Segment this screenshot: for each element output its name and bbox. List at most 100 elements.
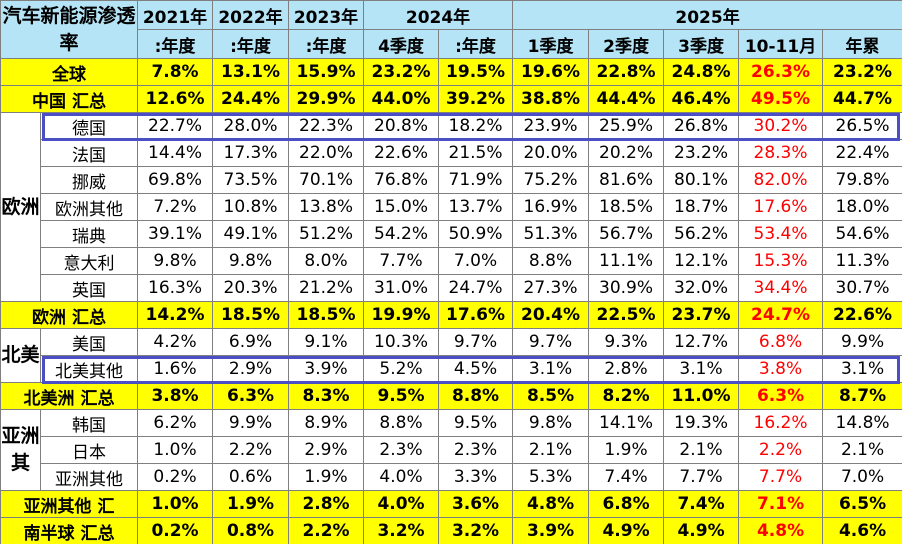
value-cell: 4.0% [363, 490, 440, 518]
value-cell: 1.0% [137, 490, 214, 518]
value-cell: 39.2% [438, 85, 514, 113]
value-cell: 7.7% [663, 463, 740, 491]
value-cell: 5.2% [363, 355, 440, 383]
value-cell: 51.2% [288, 220, 365, 248]
value-cell: 25.9% [588, 112, 665, 140]
value-cell: 2.1% [822, 436, 902, 464]
group-label: 北美 [0, 328, 41, 383]
table-title: 汽车新能源渗透率 [0, 0, 139, 59]
value-cell: 4.9% [663, 517, 740, 544]
value-cell: 9.3% [588, 328, 665, 356]
value-cell: 11.3% [822, 247, 902, 275]
period-header: 10-11月 [738, 29, 824, 59]
value-cell: 18.5% [588, 193, 665, 221]
value-cell: 9.8% [137, 247, 214, 275]
value-cell: 4.8% [738, 517, 824, 544]
value-cell: 2.2% [738, 436, 824, 464]
year-header: 2022年 [212, 0, 290, 30]
year-header: 2024年 [363, 0, 514, 30]
value-cell: 3.9% [512, 517, 590, 544]
table-row: 全球 7.8% 13.1% 15.9% 23.2% 19.5% 19.6% 22.8% 24.8… [0, 58, 902, 86]
value-cell: 11.0% [663, 382, 740, 410]
value-cell: 2.8% [588, 355, 665, 383]
table-row: 日本 1.0% 2.2% 2.9% 2.3% 2.3% 2.1% 1.9% 2.1% 2.2% 2.… [1, 436, 902, 464]
value-cell: 49.1% [212, 220, 290, 248]
value-cell: 6.8% [588, 490, 665, 518]
value-cell: 56.7% [588, 220, 665, 248]
value-cell: 28.3% [738, 139, 824, 167]
value-cell: 1.0% [137, 436, 214, 464]
value-cell: 0.8% [212, 517, 290, 544]
period-header: 3季度 [663, 29, 740, 59]
value-cell: 16.3% [137, 274, 214, 302]
row-label: 欧洲其他 [39, 193, 139, 221]
value-cell: 21.2% [288, 274, 365, 302]
value-cell: 16.9% [512, 193, 590, 221]
value-cell: 3.9% [288, 355, 365, 383]
value-cell: 4.9% [588, 517, 665, 544]
value-cell: 2.9% [212, 355, 290, 383]
value-cell: 34.4% [738, 274, 824, 302]
value-cell: 7.4% [663, 490, 740, 518]
value-cell: 9.5% [438, 409, 514, 437]
value-cell: 46.4% [663, 85, 740, 113]
value-cell: 38.8% [512, 85, 590, 113]
value-cell: 31.0% [363, 274, 440, 302]
value-cell: 51.3% [512, 220, 590, 248]
value-cell: 22.0% [288, 139, 365, 167]
value-cell: 44.4% [588, 85, 665, 113]
value-cell: 14.1% [588, 409, 665, 437]
value-cell: 22.5% [588, 301, 665, 329]
value-cell: 18.5% [212, 301, 290, 329]
value-cell: 3.1% [663, 355, 740, 383]
value-cell: 8.8% [438, 382, 514, 410]
row-label: 日本 [39, 436, 139, 464]
value-cell: 75.2% [512, 166, 590, 194]
table-row: 英国 16.3% 20.3% 21.2% 31.0% 24.7% 27.3% 30.9% 32.… [1, 274, 902, 302]
value-cell: 16.2% [738, 409, 824, 437]
table-row: 瑞典 39.1% 49.1% 51.2% 54.2% 50.9% 51.3% 56.7% 56.… [1, 220, 902, 248]
value-cell: 3.1% [512, 355, 590, 383]
table-row: 法国 14.4% 17.3% 22.0% 22.6% 21.5% 20.0% 20.2% 23.… [1, 139, 902, 167]
value-cell: 9.8% [212, 247, 290, 275]
value-cell: 7.7% [363, 247, 440, 275]
value-cell: 20.3% [212, 274, 290, 302]
value-cell: 13.8% [288, 193, 365, 221]
value-cell: 54.2% [363, 220, 440, 248]
table-row: 意大利 9.8% 9.8% 8.0% 7.7% 7.0% 8.8% 11.1% 12.1% 15.… [1, 247, 902, 275]
value-cell: 23.2% [663, 139, 740, 167]
period-header: :年度 [212, 29, 290, 59]
row-label: 挪威 [39, 166, 139, 194]
row-label: 德国 [39, 112, 139, 140]
value-cell: 6.3% [738, 382, 824, 410]
row-label: 瑞典 [39, 220, 139, 248]
value-cell: 79.8% [822, 166, 902, 194]
period-header: :年度 [438, 29, 514, 59]
value-cell: 4.6% [822, 517, 902, 544]
value-cell: 2.3% [438, 436, 514, 464]
value-cell: 7.8% [137, 58, 214, 86]
value-cell: 18.7% [663, 193, 740, 221]
value-cell: 7.1% [738, 490, 824, 518]
value-cell: 5.3% [512, 463, 590, 491]
value-cell: 70.1% [288, 166, 365, 194]
value-cell: 19.3% [663, 409, 740, 437]
value-cell: 9.5% [363, 382, 440, 410]
period-header: :年度 [288, 29, 365, 59]
value-cell: 3.8% [137, 382, 214, 410]
table-row: 挪威 69.8% 73.5% 70.1% 76.8% 71.9% 75.2% 81.6% 80.… [1, 166, 902, 194]
value-cell: 54.6% [822, 220, 902, 248]
row-label: 英国 [39, 274, 139, 302]
value-cell: 0.2% [137, 463, 214, 491]
value-cell: 8.9% [288, 409, 365, 437]
table-row: 汽车新能源渗透率 2021年 2022年 2023年 2024年 2025年 [0, 0, 902, 59]
value-cell: 12.1% [663, 247, 740, 275]
value-cell: 11.1% [588, 247, 665, 275]
value-cell: 2.9% [288, 436, 365, 464]
value-cell: 7.0% [438, 247, 514, 275]
value-cell: 2.1% [663, 436, 740, 464]
table-row: 北美其他 1.6% 2.9% 3.9% 5.2% 4.5% 3.1% 2.8% 3.1% 3.8%… [1, 355, 902, 383]
row-label: 全球 [0, 58, 139, 86]
value-cell: 9.9% [212, 409, 290, 437]
